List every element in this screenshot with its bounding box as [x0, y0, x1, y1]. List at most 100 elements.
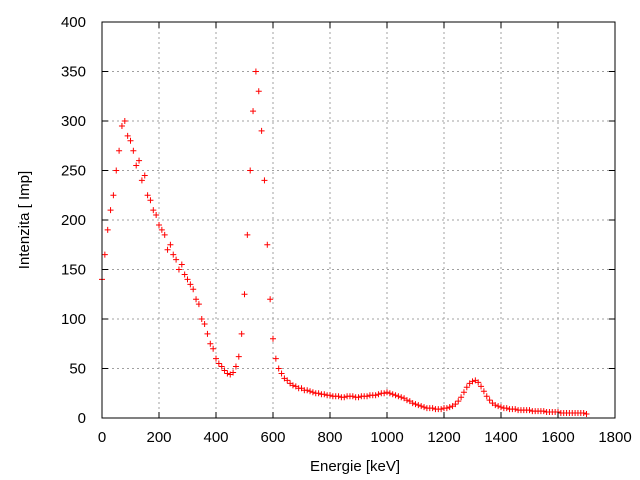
data-point: [167, 241, 174, 248]
data-point: [321, 391, 328, 398]
data-point: [110, 192, 117, 199]
data-point: [415, 402, 422, 409]
data-point: [403, 397, 410, 404]
data-point: [116, 147, 123, 154]
data-point: [138, 177, 145, 184]
grid: [102, 22, 615, 418]
data-point: [475, 379, 482, 386]
data-point: [107, 207, 114, 214]
data-point: [469, 378, 476, 385]
data-point: [144, 192, 151, 199]
data-point: [101, 251, 108, 258]
data-point: [130, 147, 137, 154]
data-point: [175, 266, 182, 273]
x-axis-label: Energie [keV]: [310, 458, 400, 475]
data-point: [261, 177, 268, 184]
data-point: [164, 246, 171, 253]
x-tick-label: 1400: [484, 429, 517, 446]
data-point: [495, 403, 502, 410]
data-point: [375, 391, 382, 398]
data-point: [327, 392, 333, 399]
data-point: [389, 391, 396, 398]
data-point: [392, 392, 399, 399]
data-point: [364, 393, 371, 400]
data-point: [161, 231, 168, 238]
data-point: [540, 408, 547, 415]
data-point: [409, 400, 416, 407]
x-tick-label: 1000: [370, 429, 403, 446]
data-point: [215, 360, 222, 367]
data-point: [193, 296, 200, 303]
data-point: [463, 384, 470, 391]
data-point: [247, 167, 254, 174]
data-point: [315, 390, 322, 397]
data-point: [412, 401, 419, 408]
data-point: [252, 68, 259, 75]
data-point: [270, 335, 276, 342]
data-point: [443, 405, 450, 412]
x-tick-label: 800: [317, 429, 342, 446]
data-points: [99, 68, 590, 418]
data-point: [187, 281, 194, 288]
x-tick-label: 400: [203, 429, 228, 446]
data-point: [241, 291, 248, 298]
data-point: [201, 320, 208, 327]
data-point: [455, 398, 462, 405]
data-point: [395, 393, 402, 400]
data-point: [341, 394, 348, 401]
data-point: [289, 382, 296, 389]
data-point: [141, 172, 148, 179]
x-tick-label: 200: [146, 429, 171, 446]
data-point: [278, 370, 285, 377]
data-point: [224, 370, 231, 377]
data-point: [258, 127, 265, 134]
x-tick-label: 1800: [598, 429, 631, 446]
ticks: 0 200 400 600 800 1000 1200 1400 1600 1800 0 50 100 1…: [61, 14, 632, 446]
data-point: [118, 122, 125, 129]
data-point: [121, 118, 128, 124]
y-tick-label: 50: [69, 361, 86, 378]
data-point: [232, 363, 239, 370]
y-tick-label: 0: [78, 410, 86, 427]
data-point: [307, 388, 314, 395]
data-point: [483, 393, 490, 400]
y-tick-label: 200: [61, 212, 86, 229]
x-tick-label: 1600: [541, 429, 574, 446]
data-point: [210, 345, 217, 352]
data-point: [284, 377, 291, 384]
data-point: [156, 221, 162, 228]
data-point: [238, 330, 245, 337]
data-point: [204, 330, 211, 337]
data-point: [452, 401, 459, 408]
data-point: [398, 394, 405, 401]
x-tick-label: 0: [98, 429, 106, 446]
data-point: [133, 162, 140, 169]
data-point: [498, 404, 504, 411]
data-point: [349, 393, 356, 400]
data-point: [170, 251, 177, 258]
y-tick-label: 400: [61, 14, 86, 31]
data-point: [492, 402, 499, 409]
y-tick-label: 300: [61, 113, 86, 130]
data-point: [127, 137, 134, 144]
data-point: [421, 404, 428, 411]
data-point: [113, 167, 120, 174]
x-tick-label: 1200: [427, 429, 460, 446]
y-axis-label: Intenzita [ Imp]: [16, 171, 33, 269]
data-point: [526, 407, 533, 414]
data-point: [418, 403, 425, 410]
data-point: [486, 397, 493, 404]
data-point: [150, 207, 157, 214]
data-point: [173, 256, 180, 263]
x-tick-label: 600: [260, 429, 285, 446]
data-point: [178, 261, 185, 268]
data-point: [213, 355, 219, 362]
data-point: [275, 365, 282, 372]
data-point: [335, 393, 342, 400]
data-point: [384, 389, 390, 396]
data-point: [184, 276, 191, 283]
y-tick-label: 100: [61, 311, 86, 328]
data-point: [386, 390, 393, 397]
